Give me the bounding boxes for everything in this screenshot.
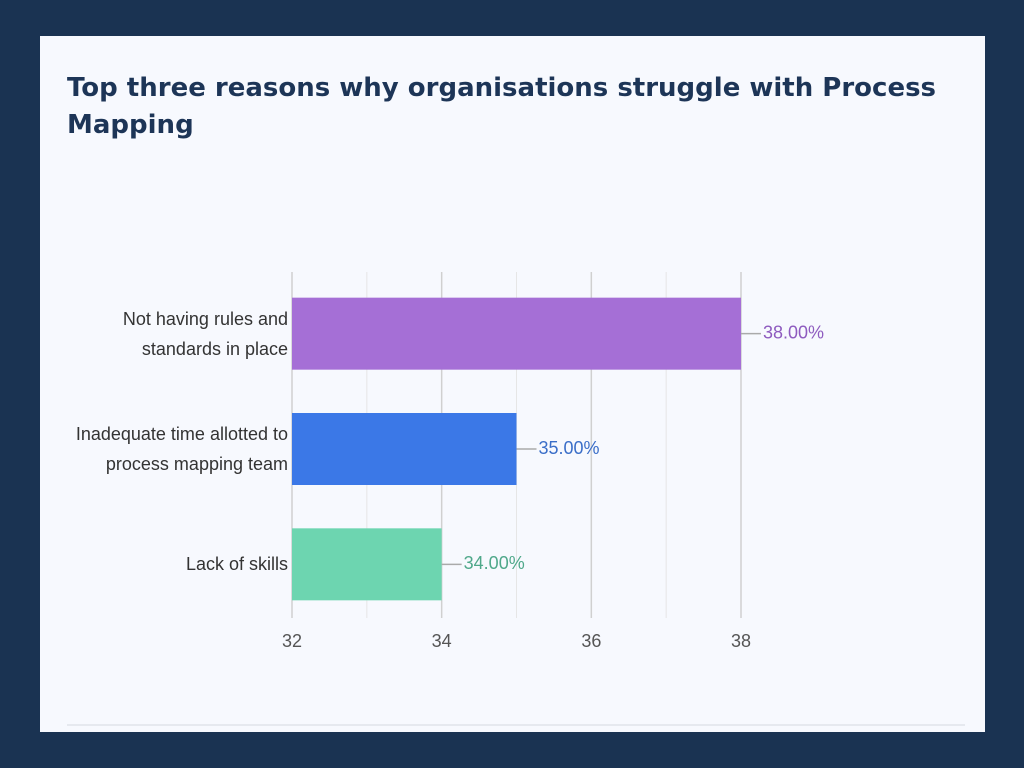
x-tick-label: 34 [432, 631, 452, 651]
chart-title: Top three reasons why organisations stru… [67, 73, 937, 140]
value-label: 38.00% [763, 322, 824, 342]
x-tick-label: 36 [581, 631, 601, 651]
value-label: 34.00% [464, 553, 525, 573]
chart: 32 34 36 38 38.00% 35.00% 34.00% [282, 272, 824, 651]
y-tick-label: Not having rules and standards in place [122, 308, 288, 359]
y-tick-label: Lack of skills [185, 554, 288, 575]
bar [292, 528, 442, 601]
bar [292, 413, 517, 485]
x-tick-label: 38 [731, 631, 751, 651]
x-tick-label: 32 [282, 631, 302, 651]
bar [292, 297, 741, 370]
value-label: 35.00% [539, 438, 600, 458]
y-tick-label: Inadequate time allotted to process mapp… [75, 424, 288, 474]
divider [67, 724, 965, 726]
card: Top three reasons why organisations stru… [40, 36, 985, 732]
